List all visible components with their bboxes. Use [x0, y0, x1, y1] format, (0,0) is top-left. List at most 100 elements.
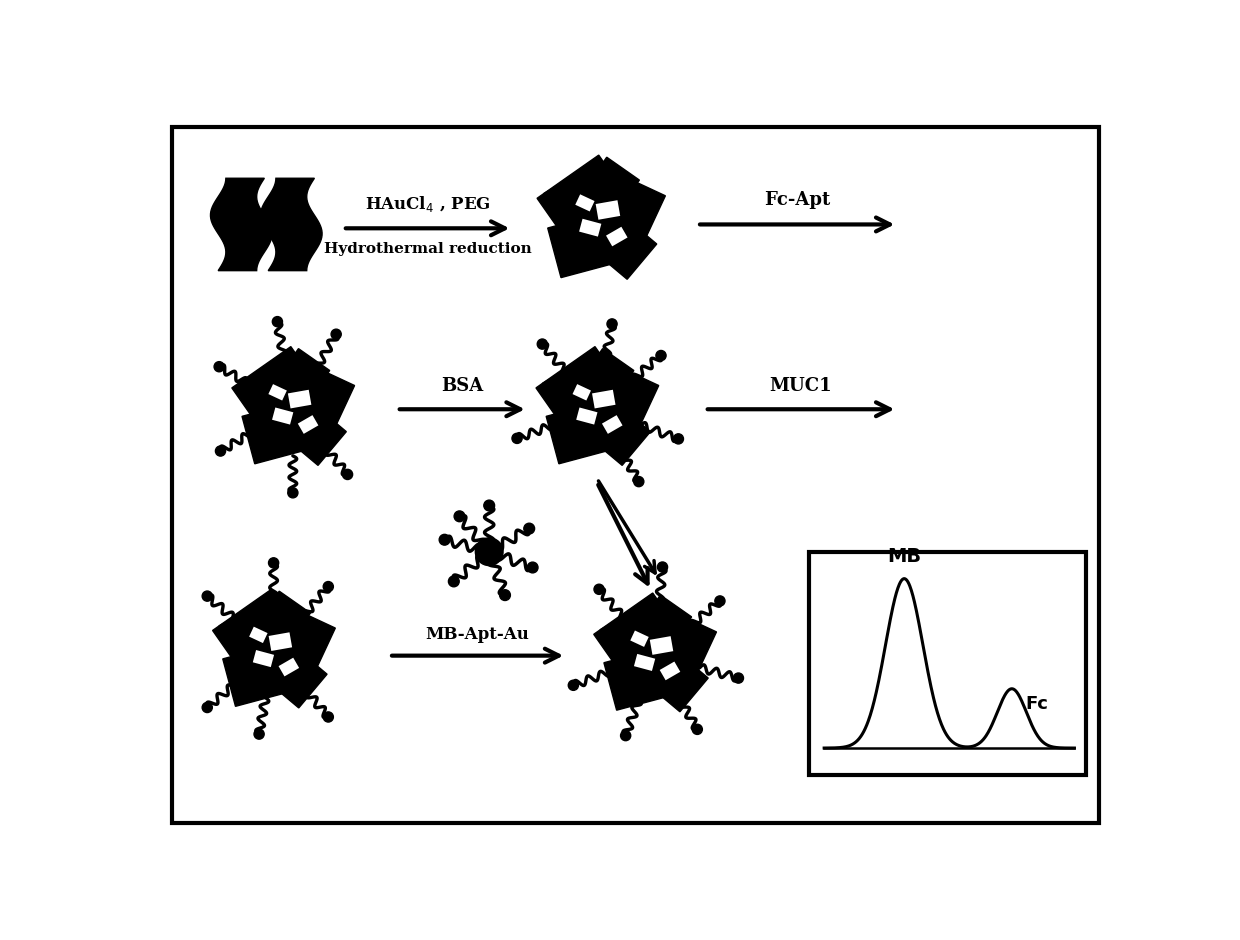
Circle shape	[500, 589, 511, 601]
Polygon shape	[595, 200, 620, 220]
Circle shape	[324, 582, 334, 591]
Polygon shape	[546, 397, 631, 463]
Polygon shape	[232, 347, 320, 430]
Circle shape	[475, 538, 503, 566]
Polygon shape	[223, 639, 308, 706]
Circle shape	[449, 576, 459, 587]
Polygon shape	[569, 349, 634, 419]
Polygon shape	[580, 165, 666, 240]
Polygon shape	[569, 387, 651, 465]
Polygon shape	[253, 650, 274, 667]
Polygon shape	[246, 630, 327, 708]
Bar	[808, 552, 1086, 775]
Text: HAuCl$_4$ , PEG: HAuCl$_4$ , PEG	[365, 195, 491, 214]
Circle shape	[288, 488, 298, 498]
Polygon shape	[249, 627, 268, 643]
Circle shape	[523, 524, 534, 534]
Polygon shape	[246, 591, 310, 662]
Circle shape	[714, 596, 725, 606]
Polygon shape	[536, 347, 624, 430]
Polygon shape	[578, 357, 658, 428]
Polygon shape	[635, 603, 717, 674]
Text: Hydrothermal reduction: Hydrothermal reduction	[324, 243, 532, 257]
Polygon shape	[575, 195, 594, 212]
Polygon shape	[577, 407, 598, 425]
Circle shape	[342, 469, 352, 479]
Polygon shape	[560, 192, 641, 249]
Circle shape	[733, 673, 744, 683]
Polygon shape	[591, 390, 615, 409]
Polygon shape	[559, 382, 635, 437]
Polygon shape	[572, 157, 640, 231]
Text: BSA: BSA	[441, 377, 484, 396]
Polygon shape	[653, 627, 707, 693]
Circle shape	[692, 724, 702, 734]
Circle shape	[254, 729, 264, 739]
Polygon shape	[548, 208, 636, 277]
Polygon shape	[537, 155, 629, 242]
Circle shape	[568, 681, 578, 690]
Polygon shape	[660, 662, 681, 681]
Circle shape	[454, 511, 465, 522]
Circle shape	[324, 712, 334, 722]
Polygon shape	[236, 624, 311, 680]
Polygon shape	[543, 172, 614, 251]
Polygon shape	[254, 382, 331, 437]
Circle shape	[484, 500, 495, 510]
Polygon shape	[264, 349, 330, 419]
Polygon shape	[212, 589, 301, 672]
Polygon shape	[579, 219, 601, 237]
Polygon shape	[634, 654, 655, 671]
Polygon shape	[265, 387, 346, 465]
Polygon shape	[291, 381, 345, 446]
Polygon shape	[601, 415, 622, 434]
Circle shape	[215, 362, 224, 372]
Polygon shape	[288, 390, 311, 409]
Polygon shape	[573, 384, 591, 400]
Polygon shape	[273, 623, 326, 689]
Polygon shape	[298, 415, 319, 434]
Polygon shape	[596, 381, 649, 446]
Text: Fc: Fc	[1025, 695, 1049, 713]
Polygon shape	[600, 609, 667, 685]
Circle shape	[527, 562, 538, 572]
Circle shape	[202, 591, 212, 602]
Circle shape	[273, 317, 283, 327]
Circle shape	[512, 433, 522, 444]
Text: MB: MB	[887, 546, 921, 566]
Polygon shape	[260, 179, 322, 271]
Polygon shape	[242, 397, 326, 463]
Polygon shape	[219, 605, 286, 681]
Polygon shape	[594, 593, 682, 676]
Circle shape	[537, 339, 547, 349]
Polygon shape	[600, 191, 655, 259]
Circle shape	[634, 477, 644, 487]
Circle shape	[606, 319, 618, 329]
Polygon shape	[272, 407, 294, 425]
Polygon shape	[604, 644, 688, 711]
Circle shape	[673, 433, 683, 444]
Text: MB-Apt-Au: MB-Apt-Au	[425, 625, 529, 643]
Polygon shape	[211, 179, 272, 271]
Circle shape	[269, 557, 279, 568]
Circle shape	[656, 351, 666, 361]
Circle shape	[331, 329, 341, 339]
Text: MUC1: MUC1	[770, 377, 832, 396]
Polygon shape	[572, 197, 657, 279]
Polygon shape	[616, 628, 693, 683]
Circle shape	[594, 584, 604, 594]
Polygon shape	[274, 357, 355, 428]
Polygon shape	[238, 363, 305, 438]
Polygon shape	[606, 227, 627, 246]
Polygon shape	[268, 384, 286, 400]
Circle shape	[202, 702, 212, 713]
Polygon shape	[269, 633, 293, 651]
Polygon shape	[254, 600, 335, 670]
Circle shape	[439, 534, 450, 545]
Polygon shape	[279, 658, 299, 677]
Text: Fc-Apt: Fc-Apt	[764, 191, 831, 209]
Polygon shape	[650, 636, 673, 655]
Polygon shape	[542, 363, 609, 438]
Circle shape	[216, 446, 226, 456]
Polygon shape	[626, 634, 708, 712]
